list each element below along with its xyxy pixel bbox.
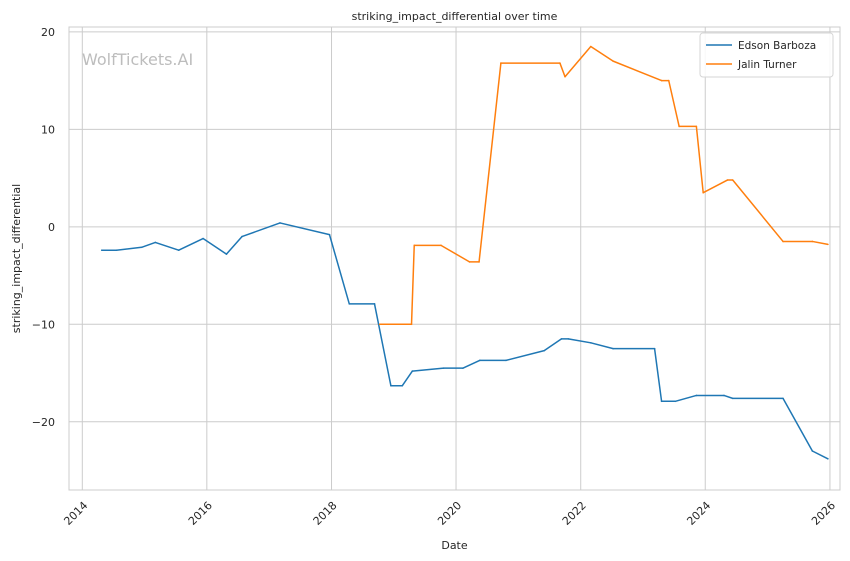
data-point: [279, 222, 281, 224]
data-point: [612, 60, 614, 62]
data-point: [115, 249, 118, 252]
data-point: [440, 244, 442, 247]
y-tick-label: 0: [48, 221, 55, 234]
data-point: [462, 367, 464, 369]
y-tick-label: 10: [41, 123, 55, 136]
data-point: [225, 253, 228, 255]
y-tick-label: −20: [32, 416, 55, 429]
y-axis: 20 10 0 −10 −20: [32, 26, 55, 429]
y-axis-label: striking_impact_differential: [10, 184, 23, 333]
data-point: [674, 400, 677, 403]
legend-label: Edson Barboza: [738, 40, 816, 52]
data-point: [827, 243, 829, 246]
data-point: [500, 62, 502, 64]
data-point: [442, 367, 445, 369]
data-point: [378, 323, 381, 326]
legend: Edson Barboza Jalin Turner: [699, 32, 834, 78]
data-point: [782, 397, 784, 400]
y-tick-label: 20: [41, 26, 55, 39]
data-point: [505, 359, 507, 362]
data-point: [811, 240, 814, 243]
data-point: [177, 249, 180, 252]
data-point: [559, 62, 561, 64]
data-point: [328, 233, 331, 236]
data-point: [202, 237, 204, 240]
chart-title: striking_impact_differential over time: [352, 10, 558, 23]
data-point: [726, 179, 729, 181]
data-point: [154, 241, 157, 244]
data-point: [100, 249, 103, 252]
data-point: [373, 303, 376, 305]
x-axis-label: Date: [441, 539, 468, 552]
data-point: [695, 394, 698, 397]
data-point: [241, 235, 243, 238]
data-point: [667, 79, 670, 82]
data-point: [411, 370, 414, 372]
x-tick-label: 2016: [186, 499, 215, 528]
data-point: [731, 397, 734, 400]
data-point: [560, 338, 563, 340]
x-tick-label: 2022: [560, 499, 589, 528]
data-point: [390, 384, 392, 387]
data-point: [695, 125, 698, 128]
data-point: [731, 179, 734, 181]
data-point: [660, 79, 663, 82]
x-axis: 2014 2016 2018 2020 2022 2024 2026: [61, 499, 838, 528]
data-point: [478, 261, 480, 263]
data-point: [348, 303, 351, 305]
y-tick-label: −10: [32, 318, 55, 331]
legend-label: Jalin Turner: [737, 59, 797, 71]
x-tick-label: 2020: [435, 499, 464, 528]
data-point: [660, 400, 663, 403]
data-point: [589, 342, 592, 344]
data-point: [479, 359, 481, 362]
data-point: [678, 125, 680, 128]
x-tick-label: 2018: [311, 499, 340, 528]
data-point: [702, 191, 704, 194]
data-point: [653, 347, 656, 350]
watermark: WolfTickets.AI: [82, 50, 193, 69]
data-point: [140, 246, 143, 249]
data-point: [612, 347, 614, 350]
x-tick-label: 2026: [809, 499, 838, 528]
data-point: [567, 338, 570, 340]
data-point: [827, 458, 829, 460]
x-tick-label: 2014: [61, 499, 90, 528]
data-point: [811, 450, 814, 452]
data-point: [543, 349, 546, 352]
plot-area: [68, 26, 841, 491]
data-point: [468, 261, 471, 263]
grid: [69, 27, 840, 490]
series-layer: [100, 45, 829, 460]
legend-box: [699, 32, 834, 78]
data-point: [401, 384, 404, 387]
data-point: [564, 75, 566, 78]
data-point: [589, 45, 592, 48]
data-point: [410, 323, 413, 326]
data-point: [413, 244, 416, 247]
data-point: [782, 240, 784, 243]
x-tick-label: 2024: [684, 499, 713, 528]
data-point: [723, 394, 725, 397]
